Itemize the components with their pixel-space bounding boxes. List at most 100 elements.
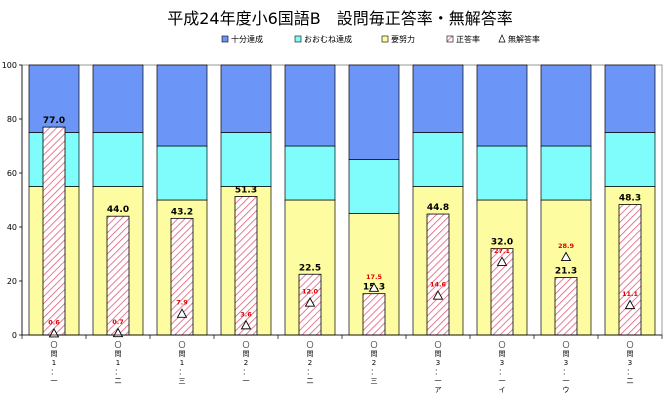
x-tick-char: 一 xyxy=(435,377,442,385)
correct-rate-bar xyxy=(618,204,642,336)
x-tick-char: 問 xyxy=(51,350,58,358)
plot-area: 77.00.644.00.743.27.951.33.622.512.015.3… xyxy=(21,64,663,338)
x-tick-label: 〇問1：二 xyxy=(115,341,122,385)
x-tick-char: 〇 xyxy=(51,341,58,349)
band-mostly xyxy=(156,145,208,201)
x-tick-char: 2 xyxy=(244,359,248,367)
x-tick-char: イ xyxy=(499,386,506,394)
x-tick-char: ： xyxy=(307,368,314,376)
band-sufficient xyxy=(156,64,208,147)
band-sufficient xyxy=(92,64,144,133)
x-tick-char: 〇 xyxy=(179,341,186,349)
x-tick-char: ： xyxy=(179,368,186,376)
x-tick-label: 〇問3：一イ xyxy=(499,341,506,394)
x-tick-char: 1 xyxy=(116,359,120,367)
band-mostly xyxy=(284,145,336,201)
x-tick-char: 〇 xyxy=(115,341,122,349)
legend-label: 要努力 xyxy=(391,34,415,44)
band-mostly xyxy=(412,132,464,187)
x-tick-char: 〇 xyxy=(627,341,634,349)
x-tick-char: 3 xyxy=(564,359,568,367)
chart-title: 平成24年度小6国語B 設問毎正答率・無解答率 xyxy=(167,9,513,28)
y-tick-label: 40 xyxy=(7,223,17,232)
correct-rate-label: 44.0 xyxy=(107,205,129,215)
x-tick-char: 〇 xyxy=(563,341,570,349)
x-tick-char: ア xyxy=(435,386,442,394)
no-answer-label: 14.6 xyxy=(430,281,447,289)
x-tick-char: 問 xyxy=(371,350,378,358)
x-tick-char: ： xyxy=(243,368,250,376)
correct-rate-bar xyxy=(362,293,386,336)
x-tick-char: 〇 xyxy=(499,341,506,349)
x-tick-char: 〇 xyxy=(435,341,442,349)
no-answer-marker xyxy=(432,290,444,300)
band-sufficient xyxy=(476,64,528,147)
x-tick-char: 一 xyxy=(243,377,250,385)
x-tick-char: ： xyxy=(563,368,570,376)
chart-legend: 十分達成 おおむね達成 要努力 正答率 無解答率 xyxy=(221,34,540,44)
y-tick-label: 60 xyxy=(7,169,17,178)
x-tick-char: ： xyxy=(435,368,442,376)
x-tick-char: 問 xyxy=(499,350,506,358)
band-mostly xyxy=(92,132,144,187)
x-tick-char: 問 xyxy=(307,350,314,358)
x-tick-char: 2 xyxy=(372,359,376,367)
y-axis: 0 20 40 60 80 100 xyxy=(2,61,23,340)
band-mostly xyxy=(348,159,400,214)
y-tick-label: 100 xyxy=(2,61,17,70)
x-tick-char: 一 xyxy=(51,377,58,385)
band-mostly xyxy=(476,145,528,201)
band-mostly xyxy=(604,132,656,187)
y-tick-label: 20 xyxy=(7,277,17,286)
correct-rate-bar xyxy=(554,277,578,336)
correct-rate-label: 32.0 xyxy=(491,238,513,248)
x-tick-char: 2 xyxy=(308,359,312,367)
x-tick-char: 〇 xyxy=(371,341,378,349)
x-tick-label: 〇問3：一ウ xyxy=(563,341,570,394)
x-tick-char: 三 xyxy=(179,377,186,385)
x-tick-label: 〇問1：一 xyxy=(51,341,58,385)
x-tick-char: 二 xyxy=(115,377,122,385)
band-sufficient xyxy=(540,64,592,147)
legend-swatch xyxy=(294,35,302,43)
no-answer-label: 0.6 xyxy=(48,318,60,326)
x-tick-char: 1 xyxy=(52,359,56,367)
no-answer-label: 27.1 xyxy=(494,247,511,255)
x-tick-char: ： xyxy=(115,368,122,376)
no-answer-marker xyxy=(496,256,508,266)
band-mostly xyxy=(540,145,592,201)
x-tick-char: 〇 xyxy=(307,341,314,349)
correct-rate-label: 43.2 xyxy=(171,207,193,217)
x-tick-char: ： xyxy=(51,368,58,376)
correct-rate-label: 22.5 xyxy=(299,263,321,273)
correct-rate-label: 44.8 xyxy=(427,203,449,213)
x-tick-char: 〇 xyxy=(243,341,250,349)
band-mostly xyxy=(220,132,272,187)
legend-swatch xyxy=(446,35,454,43)
x-tick-char: 3 xyxy=(628,359,632,367)
band-sufficient xyxy=(348,64,400,160)
x-tick-char: ： xyxy=(627,368,634,376)
y-tick-label: 80 xyxy=(7,115,17,124)
x-tick-label: 〇問2：一 xyxy=(243,341,250,385)
correct-rate-label: 48.3 xyxy=(619,194,641,204)
no-answer-label: 7.9 xyxy=(176,299,188,307)
legend-swatch xyxy=(381,35,389,43)
x-tick-char: ウ xyxy=(563,386,570,394)
x-tick-label: 〇問3：一ア xyxy=(435,341,442,394)
no-answer-label: 17.5 xyxy=(366,273,383,281)
x-tick-char: 二 xyxy=(627,377,634,385)
y-tick-label: 0 xyxy=(12,331,17,340)
no-answer-marker xyxy=(304,297,316,307)
x-tick-char: ： xyxy=(499,368,506,376)
correct-rate-bar xyxy=(42,126,66,336)
x-tick-char: 3 xyxy=(436,359,440,367)
correct-rate-label: 21.3 xyxy=(555,266,577,276)
x-tick-char: 1 xyxy=(180,359,184,367)
x-tick-char: 一 xyxy=(499,377,506,385)
no-answer-marker xyxy=(368,282,380,292)
x-tick-char: 問 xyxy=(627,350,634,358)
x-tick-char: 問 xyxy=(435,350,442,358)
